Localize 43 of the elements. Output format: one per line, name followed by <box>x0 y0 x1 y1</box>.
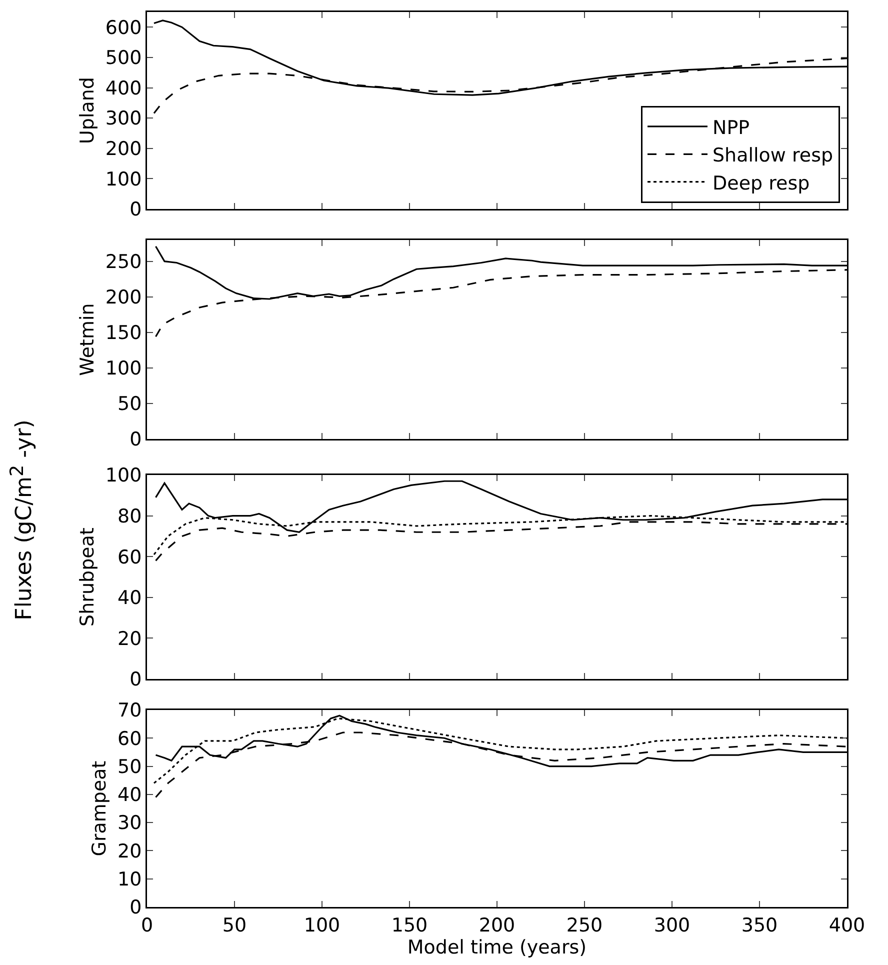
y-tick-label: 200 <box>105 286 142 309</box>
x-tick-label: 100 <box>304 914 340 936</box>
y-tick-label: 0 <box>130 896 142 919</box>
y-tick-label: 40 <box>118 587 142 610</box>
y-tick-label: 60 <box>118 728 142 750</box>
x-tick-label: 150 <box>391 914 428 936</box>
y-tick-label: 300 <box>105 108 142 130</box>
y-tick-label: 60 <box>118 546 142 568</box>
y-tick-label: 200 <box>105 138 142 160</box>
y-tick-label: 30 <box>118 812 142 834</box>
y-tick-label: 100 <box>105 168 142 190</box>
x-tick-label: 300 <box>654 914 690 936</box>
y-tick-label: 0 <box>130 428 142 451</box>
x-tick-label: 200 <box>478 914 516 936</box>
y-tick-label: 0 <box>130 668 142 691</box>
y-tick-label: 20 <box>118 840 142 862</box>
legend-label: Deep resp <box>712 172 810 194</box>
y-axis-title: Shrubpeat <box>76 528 99 626</box>
x-tick-label: 400 <box>828 914 866 936</box>
x-axis-title: Model time (years) <box>407 936 587 958</box>
y-tick-label: 400 <box>105 77 142 100</box>
y-tick-label: 100 <box>105 358 142 380</box>
y-axis-title: Upland <box>76 77 99 144</box>
y-tick-label: 100 <box>105 464 142 487</box>
y-axis-title: Grampeat <box>88 760 111 856</box>
y-tick-label: 0 <box>130 198 142 221</box>
y-tick-label: 20 <box>118 628 142 650</box>
y-tick-label: 10 <box>118 868 142 891</box>
legend-label: Shallow resp <box>712 144 834 167</box>
y-tick-label: 50 <box>118 756 142 778</box>
y-tick-label: 250 <box>105 250 142 273</box>
y-tick-label: 150 <box>105 322 142 344</box>
y-tick-label: 500 <box>105 47 142 70</box>
x-tick-label: 350 <box>741 914 778 936</box>
y-axis-title: Wetmin <box>76 303 99 376</box>
y-tick-label: 600 <box>105 16 142 39</box>
legend-label: NPP <box>712 116 750 139</box>
y-tick-label: 40 <box>118 784 142 806</box>
y-tick-label: 70 <box>118 700 142 722</box>
y-tick-label: 50 <box>118 393 142 416</box>
y-tick-label: 80 <box>118 505 142 528</box>
x-tick-label: 50 <box>222 914 247 936</box>
x-tick-label: 250 <box>566 914 603 936</box>
